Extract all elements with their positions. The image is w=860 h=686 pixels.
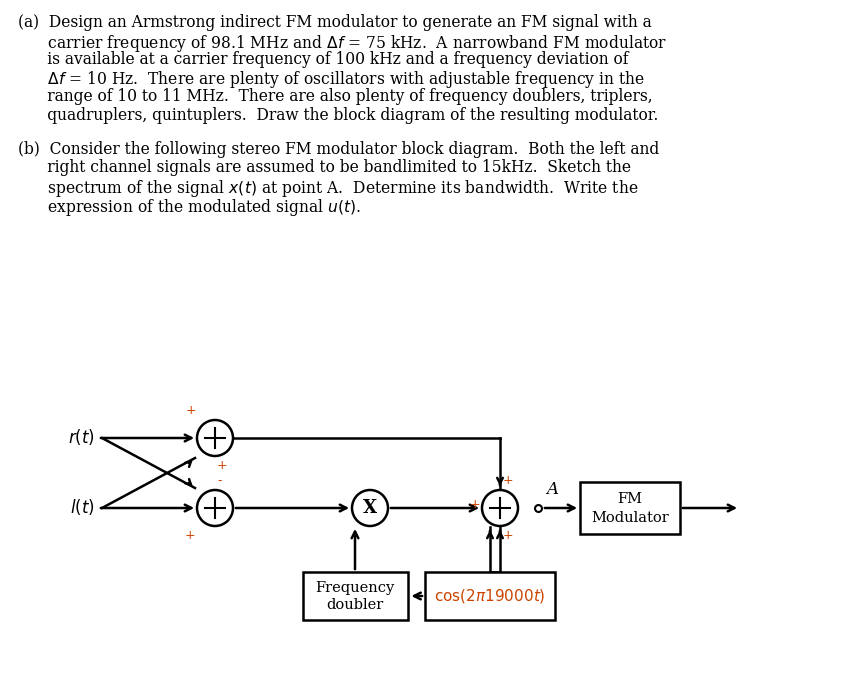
Text: +: +: [186, 404, 196, 417]
Text: is available at a carrier frequency of 100 kHz and a frequency deviation of: is available at a carrier frequency of 1…: [18, 51, 629, 68]
Text: expression of the modulated signal $u(t)$.: expression of the modulated signal $u(t)…: [18, 196, 361, 217]
Circle shape: [197, 420, 233, 456]
Text: right channel signals are assumed to be bandlimited to 15kHz.  Sketch the: right channel signals are assumed to be …: [18, 160, 631, 176]
Text: A: A: [546, 481, 558, 498]
Text: range of 10 to 11 MHz.  There are also plenty of frequency doublers, triplers,: range of 10 to 11 MHz. There are also pl…: [18, 88, 653, 105]
Text: $\cos(2\pi 19000t)$: $\cos(2\pi 19000t)$: [434, 587, 546, 605]
Text: carrier frequency of 98.1 MHz and $\Delta f$ = 75 kHz.  A narrowband FM modulato: carrier frequency of 98.1 MHz and $\Delt…: [18, 32, 667, 54]
Circle shape: [352, 490, 388, 526]
Text: Frequency: Frequency: [316, 581, 395, 595]
Bar: [425, 572, 555, 620]
Text: +: +: [503, 474, 513, 487]
Bar: [580, 482, 680, 534]
Text: X: X: [363, 499, 377, 517]
Text: $l(t)$: $l(t)$: [71, 497, 95, 517]
Text: -: -: [217, 474, 222, 487]
Circle shape: [482, 490, 518, 526]
Text: doubler: doubler: [327, 598, 384, 612]
Text: +: +: [503, 529, 513, 542]
Text: spectrum of the signal $x(t)$ at point A.  Determine its bandwidth.  Write the: spectrum of the signal $x(t)$ at point A…: [18, 178, 638, 199]
Text: FM: FM: [617, 492, 642, 506]
Circle shape: [197, 490, 233, 526]
Text: $\Delta f$ = 10 Hz.  There are plenty of oscillators with adjustable frequency i: $\Delta f$ = 10 Hz. There are plenty of …: [18, 69, 645, 91]
Text: (b)  Consider the following stereo FM modulator block diagram.  Both the left an: (b) Consider the following stereo FM mod…: [18, 141, 660, 158]
Text: +: +: [217, 459, 228, 472]
Text: +: +: [470, 499, 480, 512]
Text: quadruplers, quintuplers.  Draw the block diagram of the resulting modulator.: quadruplers, quintuplers. Draw the block…: [18, 106, 659, 123]
Text: (a)  Design an Armstrong indirect FM modulator to generate an FM signal with a: (a) Design an Armstrong indirect FM modu…: [18, 14, 652, 31]
Text: +: +: [184, 529, 195, 542]
Bar: [303, 572, 408, 620]
Text: Modulator: Modulator: [591, 511, 669, 525]
Text: $r(t)$: $r(t)$: [68, 427, 95, 447]
